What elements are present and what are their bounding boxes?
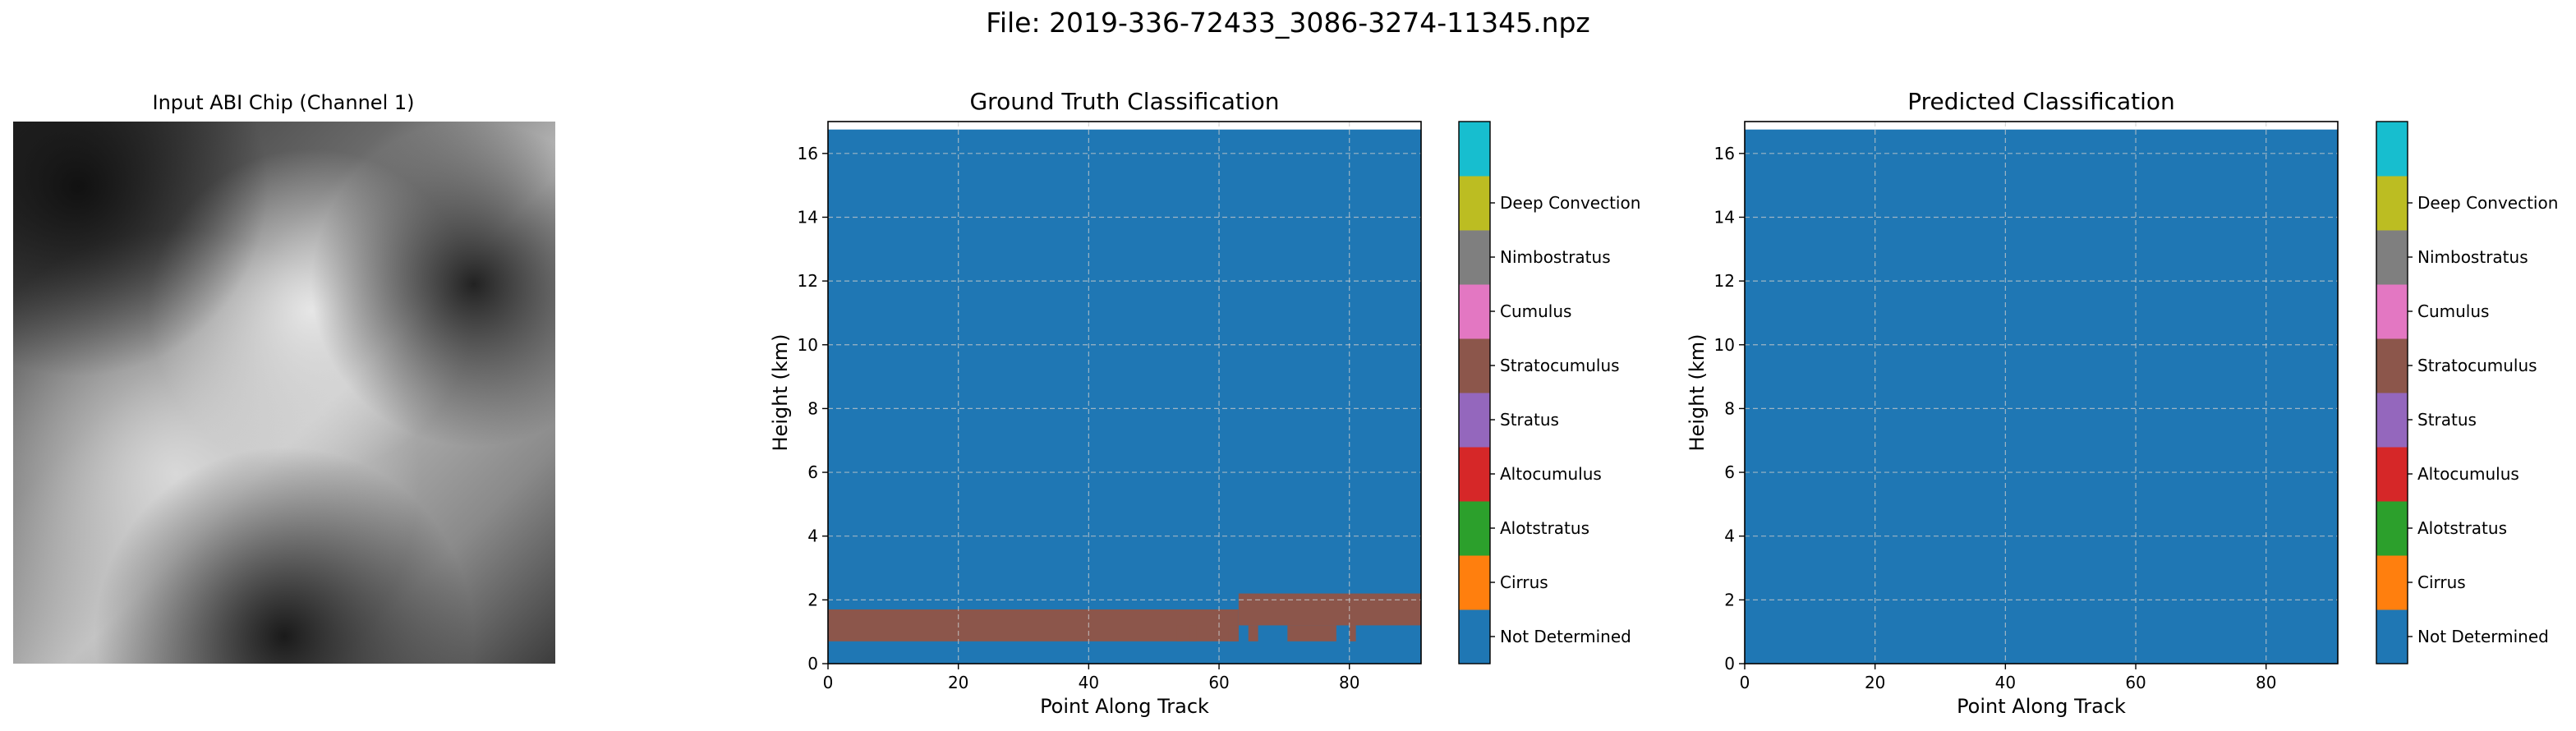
ground-truth-panel: 0 20 40 60 80 0 2 4 6 8 10 12 14 16 Ground Truth Class…	[769, 88, 1422, 718]
class-region-1	[1238, 593, 1421, 626]
colorbar-segment-2	[2376, 501, 2408, 556]
x-tick-label: 0	[1740, 673, 1750, 692]
colorbar-label: Alotstratus	[2417, 518, 2507, 538]
x-tick-label: 80	[2256, 673, 2276, 692]
x-axis-label: Point Along Track	[1040, 695, 1209, 718]
colorbar-segment-5	[2376, 338, 2408, 393]
x-tick-label: 40	[1079, 673, 1099, 692]
colorbar-segment-6	[2376, 284, 2408, 339]
class-region-2	[1176, 625, 1184, 641]
y-tick-label: 2	[807, 590, 818, 609]
colorbar-frame	[2376, 121, 2408, 664]
colorbar-label: Deep Convection	[1500, 193, 1640, 213]
colorbar-label: Cirrus	[1500, 572, 1548, 592]
panel-title: Ground Truth Classification	[969, 88, 1279, 115]
y-tick-label: 12	[798, 271, 818, 291]
colorbar-label: Not Determined	[2417, 627, 2549, 646]
y-tick-label: 10	[798, 335, 818, 355]
y-tick-label: 16	[1714, 144, 1735, 163]
x-tick-label: 80	[1339, 673, 1359, 692]
predicted-panel: 0 20 40 60 80 0 2 4 6 8 10 12 14 16 Predicted Classifi…	[1686, 88, 2339, 718]
y-tick-label: 8	[807, 398, 818, 418]
y-axis-label: Height (km)	[769, 334, 792, 452]
input-chip-title: Input ABI Chip (Channel 1)	[152, 91, 414, 114]
class-background-region	[1745, 129, 2338, 664]
x-tick-label: 60	[2125, 673, 2146, 692]
colorbar-predicted: Not Determined Cirrus Alotstratus Altocumul…	[2376, 121, 2558, 664]
colorbar-label: Altocumulus	[1500, 464, 1602, 484]
y-tick-label: 4	[1724, 526, 1735, 546]
colorbar-segment-9	[2376, 122, 2408, 177]
colorbar-segment-7	[2376, 230, 2408, 285]
y-tick-label: 16	[798, 144, 818, 163]
y-tick-label: 0	[807, 654, 818, 674]
colorbar-label: Cumulus	[2417, 301, 2489, 321]
x-tick-label: 40	[1995, 673, 2016, 692]
y-tick-label: 0	[1724, 654, 1735, 674]
abi-satellite-image	[13, 122, 555, 664]
colorbar-segment-9	[1459, 122, 1490, 177]
class-region-7	[1349, 625, 1356, 641]
y-tick-label: 12	[1714, 271, 1735, 291]
y-tick-label: 4	[807, 526, 818, 546]
y-tick-label: 2	[1724, 590, 1735, 609]
colorbar-segment-3	[1459, 447, 1490, 502]
colorbar-segment-8	[1459, 176, 1490, 231]
colorbar-label: Cirrus	[2417, 572, 2466, 592]
axes-frame	[1744, 121, 2339, 664]
y-tick-label: 10	[1714, 335, 1735, 355]
colorbar-segment-2	[1459, 501, 1490, 556]
colorbar-segment-1	[2376, 555, 2408, 610]
colorbar-label: Nimbostratus	[1500, 247, 1611, 267]
colorbar-label: Alotstratus	[1500, 518, 1589, 538]
class-region-5	[1248, 625, 1258, 641]
colorbar-label: Stratocumulus	[2417, 356, 2537, 375]
class-background-region	[828, 129, 1421, 664]
colorbar-label: Deep Convection	[2417, 193, 2558, 213]
colorbar-label: Nimbostratus	[2417, 247, 2528, 267]
class-region-0	[828, 609, 1239, 641]
y-tick-label: 14	[1714, 207, 1735, 227]
x-tick-label: 20	[1865, 673, 1885, 692]
colorbar-label: Stratocumulus	[1500, 356, 1620, 375]
panel-title: Predicted Classification	[1907, 88, 2175, 115]
colorbar-segment-0	[2376, 609, 2408, 664]
class-region-4	[1228, 625, 1239, 641]
colorbar-segment-8	[2376, 176, 2408, 231]
x-tick-label: 20	[948, 673, 968, 692]
colorbar-frame	[1458, 121, 1491, 664]
figure-title: File: 2019-336-72433_3086-3274-11345.npz	[986, 7, 1590, 39]
x-tick-label: 0	[823, 673, 834, 692]
y-tick-label: 14	[798, 207, 818, 227]
colorbar-segment-3	[2376, 447, 2408, 502]
x-axis-label: Point Along Track	[1957, 695, 2126, 718]
y-tick-label: 6	[807, 462, 818, 482]
y-tick-label: 6	[1724, 462, 1735, 482]
colorbar-label: Stratus	[1500, 410, 1559, 430]
y-tick-label: 8	[1724, 398, 1735, 418]
y-axis-label: Height (km)	[1686, 334, 1709, 452]
axes-frame	[827, 121, 1422, 664]
colorbar-label: Cumulus	[1500, 301, 1571, 321]
colorbar-segment-5	[1459, 338, 1490, 393]
class-region-3	[1189, 625, 1197, 641]
class-region-6	[1287, 625, 1336, 641]
x-tick-label: 60	[1208, 673, 1229, 692]
colorbar-ground-truth: Not Determined Cirrus Alotstratus Altocumul…	[1458, 121, 1640, 664]
colorbar-segment-4	[2376, 393, 2408, 448]
colorbar-segment-4	[1459, 393, 1490, 448]
colorbar-label: Altocumulus	[2417, 464, 2519, 484]
colorbar-segment-6	[1459, 284, 1490, 339]
colorbar-label: Not Determined	[1500, 627, 1631, 646]
colorbar-segment-7	[1459, 230, 1490, 285]
colorbar-segment-1	[1459, 555, 1490, 610]
colorbar-label: Stratus	[2417, 410, 2477, 430]
colorbar-segment-0	[1459, 609, 1490, 664]
